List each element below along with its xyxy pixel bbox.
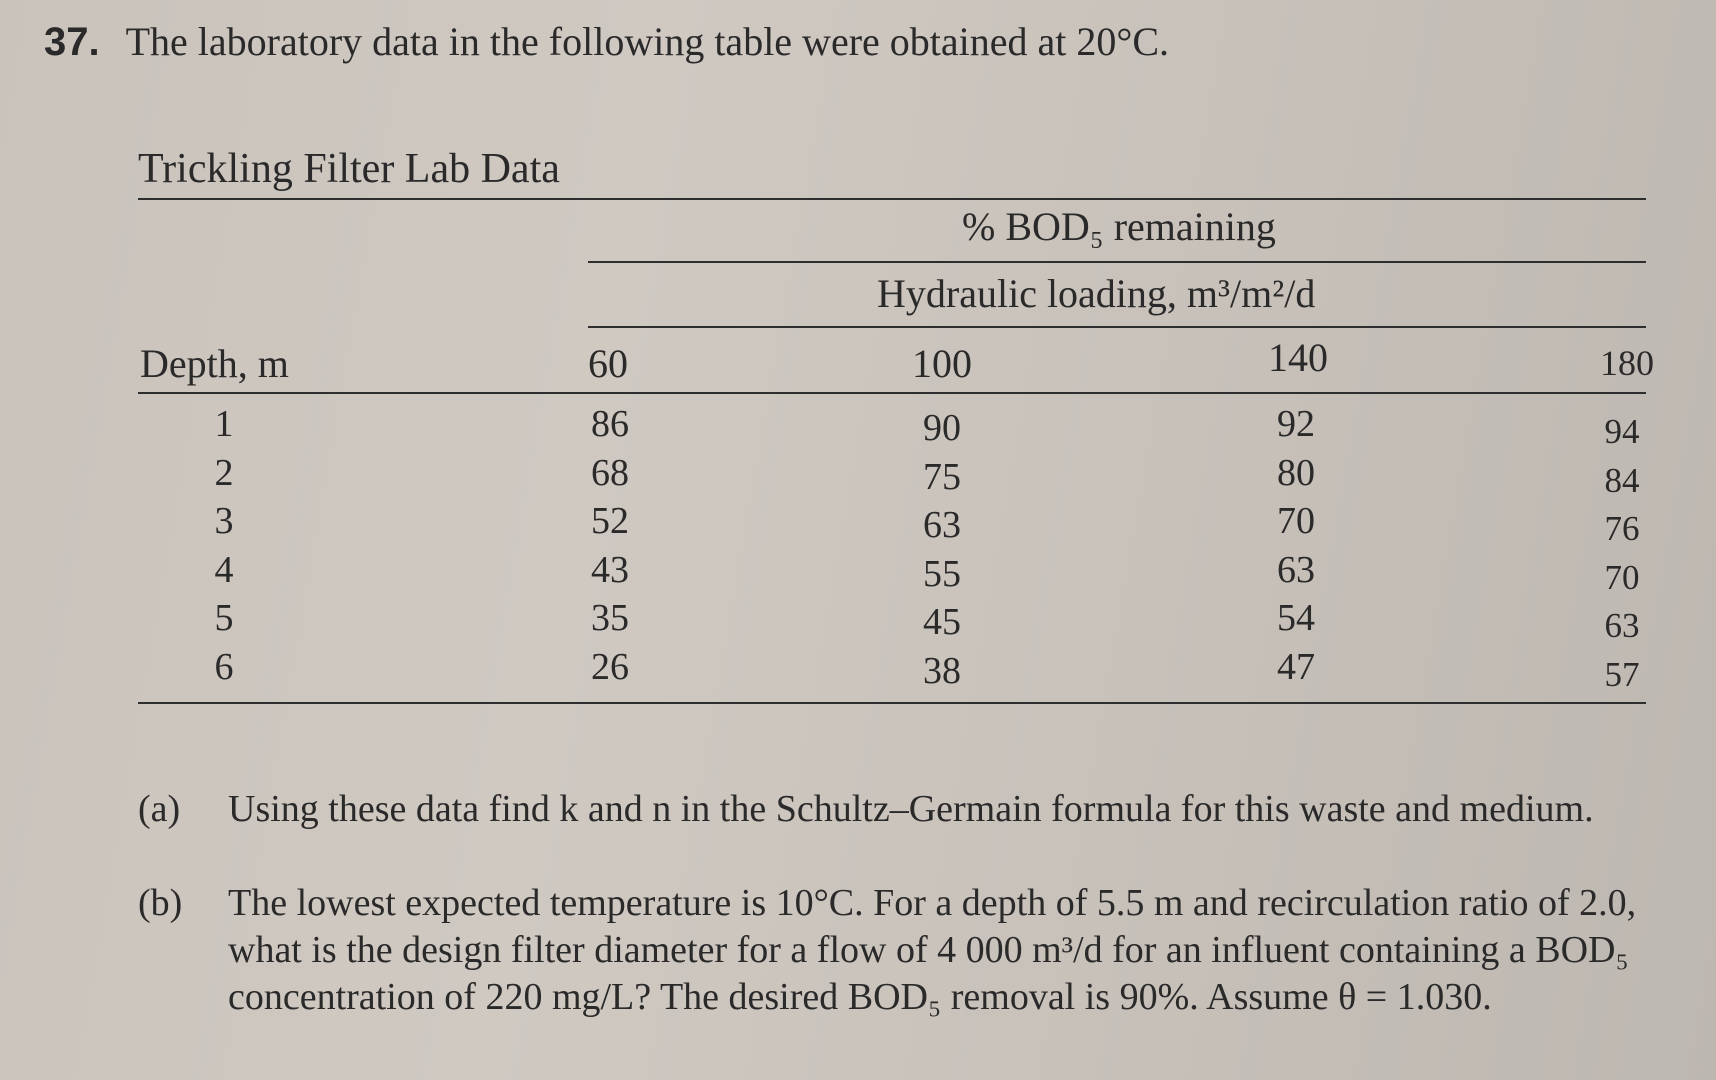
table-cell: 92 [1277,403,1315,445]
table-cell: 86 [591,403,629,445]
table-cell: 80 [1277,451,1315,494]
question-b: (b) The lowest expected temperature is 10… [138,880,1648,1021]
table-cell: 47 [1277,645,1315,688]
question-text: The lowest expected temperature is 10°C.… [228,882,1637,1018]
question-label: (a) [138,788,181,830]
loading-column-header: 180 [1600,343,1654,383]
table-cell: 63 [1277,548,1315,591]
table-cell: 94 [1604,412,1640,451]
loading-column-header: 100 [912,341,972,386]
table-cell: 26 [591,645,629,688]
table-cell-depth: 3 [214,500,234,542]
hydraulic-loading-header: Hydraulic loading, m³/m²/d [877,271,1316,316]
table-cell: 75 [923,455,961,498]
table-bottom-rule [138,702,1646,704]
table-cell-depth: 6 [214,645,234,688]
table-cell: 70 [1277,500,1315,542]
question-text: Using these data find k and n in the Sch… [228,788,1594,830]
table-cell-depth: 2 [214,451,234,494]
table-cell-depth: 4 [214,548,234,591]
question-a: (a) Using these data find k and n in the … [138,786,1648,833]
table-cell: 57 [1604,654,1640,694]
table-cell: 38 [923,649,961,692]
table-cell: 35 [591,597,629,639]
subheader-rule [588,326,1646,328]
table-cell: 90 [923,407,961,449]
table-cell: 63 [1604,606,1640,645]
spanner-rule [588,261,1646,263]
table-cell: 63 [923,504,961,546]
depth-header: Depth, m [140,341,289,386]
loading-60-column: 86 68 52 43 35 26 [586,400,634,691]
table-cell: 52 [591,500,629,542]
problem-header: 37. The laboratory data in the following … [44,18,1169,65]
problem-number: 37. [44,20,100,64]
column-header-rule [138,392,1646,394]
loading-140-column: 92 80 70 63 54 47 [1272,400,1320,691]
table-cell: 70 [1604,557,1640,597]
spanner-header: % BOD₅ remaining [962,204,1276,249]
loading-100-column: 90 75 63 55 45 38 [918,404,966,695]
loading-column-header: 60 [588,341,628,386]
table-cell: 55 [923,552,961,595]
question-label: (b) [138,882,183,924]
table-cell-depth: 5 [214,597,234,639]
loading-180-column: 94 84 76 70 63 57 [1600,408,1644,699]
table-cell: 68 [591,451,629,494]
table-caption: Trickling Filter Lab Data [138,146,560,192]
loading-column-header: 140 [1268,335,1328,380]
problem-statement: The laboratory data in the following tab… [125,19,1170,64]
table-cell: 54 [1277,597,1315,639]
table-cell: 43 [591,548,629,591]
table-cell-depth: 1 [214,403,234,445]
table-cell: 76 [1604,509,1640,548]
table-top-rule [138,198,1646,200]
table-cell: 84 [1604,460,1640,500]
depth-column: 1 2 3 4 5 6 [200,400,248,691]
table-cell: 45 [923,601,961,643]
